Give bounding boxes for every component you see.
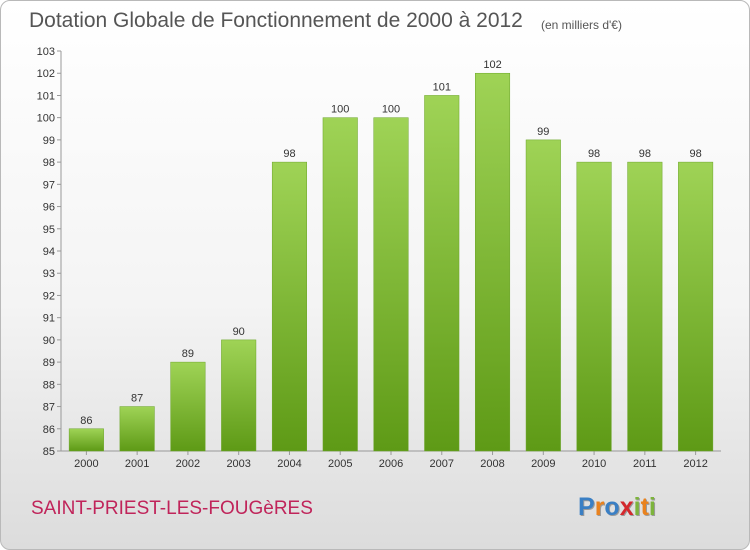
y-tick-label: 90 — [43, 335, 55, 347]
y-tick-label: 96 — [43, 202, 55, 214]
data-label: 98 — [588, 148, 600, 160]
x-tick-label: 2004 — [277, 458, 301, 470]
logo-letter: t — [640, 493, 649, 521]
data-label: 86 — [80, 415, 92, 427]
y-tick-label: 101 — [37, 90, 55, 102]
data-label: 87 — [131, 393, 143, 405]
x-tick-label: 2011 — [633, 458, 657, 470]
bar — [322, 117, 358, 452]
y-tick-label: 87 — [43, 402, 55, 414]
x-tick-label: 2001 — [125, 458, 149, 470]
y-tick-label: 95 — [43, 224, 55, 236]
bar — [475, 72, 511, 452]
data-label: 100 — [331, 104, 349, 116]
x-tick-label: 2012 — [683, 458, 707, 470]
y-tick-label: 102 — [37, 68, 55, 80]
logo-letter: i — [648, 493, 656, 521]
bar — [627, 161, 663, 452]
y-tick-label: 85 — [43, 446, 55, 458]
logo-letter: o — [604, 493, 620, 521]
bar — [424, 95, 460, 452]
data-label: 99 — [537, 126, 549, 138]
bar — [221, 339, 257, 452]
bar — [271, 161, 307, 452]
bar — [119, 406, 155, 452]
bar — [576, 161, 612, 452]
y-tick-label: 91 — [43, 313, 55, 325]
commune-name: SAINT-PRIEST-LES-FOUGèRES — [31, 498, 313, 519]
chart-title: Dotation Globale de Fonctionnement de 20… — [29, 9, 523, 32]
proxiti-logo: Proxiti — [578, 493, 656, 522]
x-tick-label: 2009 — [531, 458, 555, 470]
data-label: 90 — [233, 326, 245, 338]
x-tick-label: 2006 — [379, 458, 403, 470]
logo-letter: x — [619, 493, 634, 521]
y-tick-label: 98 — [43, 157, 55, 169]
y-tick-label: 94 — [43, 246, 55, 258]
x-tick-label: 2005 — [328, 458, 352, 470]
y-tick-label: 86 — [43, 424, 55, 436]
y-tick-label: 97 — [43, 179, 55, 191]
unit-note: (en milliers d'€) — [541, 18, 622, 32]
data-label: 101 — [433, 81, 451, 93]
x-tick-label: 2000 — [74, 458, 98, 470]
data-label: 89 — [182, 348, 194, 360]
bar — [170, 361, 206, 452]
data-label: 100 — [382, 104, 400, 116]
data-label: 98 — [639, 148, 651, 160]
logo-letter: i — [633, 493, 641, 521]
y-tick-label: 89 — [43, 357, 55, 369]
bar — [68, 428, 104, 452]
y-tick-label: 88 — [43, 379, 55, 391]
data-label: 98 — [689, 148, 701, 160]
x-tick-label: 2002 — [176, 458, 200, 470]
data-label: 102 — [483, 59, 501, 71]
x-tick-label: 2003 — [226, 458, 250, 470]
bar — [525, 139, 561, 452]
y-tick-label: 93 — [43, 268, 55, 280]
y-tick-label: 92 — [43, 290, 55, 302]
bar — [678, 161, 714, 452]
data-label: 98 — [283, 148, 295, 160]
y-tick-label: 100 — [37, 113, 55, 125]
x-tick-label: 2007 — [430, 458, 454, 470]
logo-letter: P — [578, 493, 595, 521]
logo-letter: r — [594, 493, 605, 521]
y-tick-label: 99 — [43, 135, 55, 147]
y-tick-label: 103 — [37, 46, 55, 58]
x-tick-label: 2010 — [582, 458, 606, 470]
x-tick-label: 2008 — [480, 458, 504, 470]
bar — [373, 117, 409, 452]
